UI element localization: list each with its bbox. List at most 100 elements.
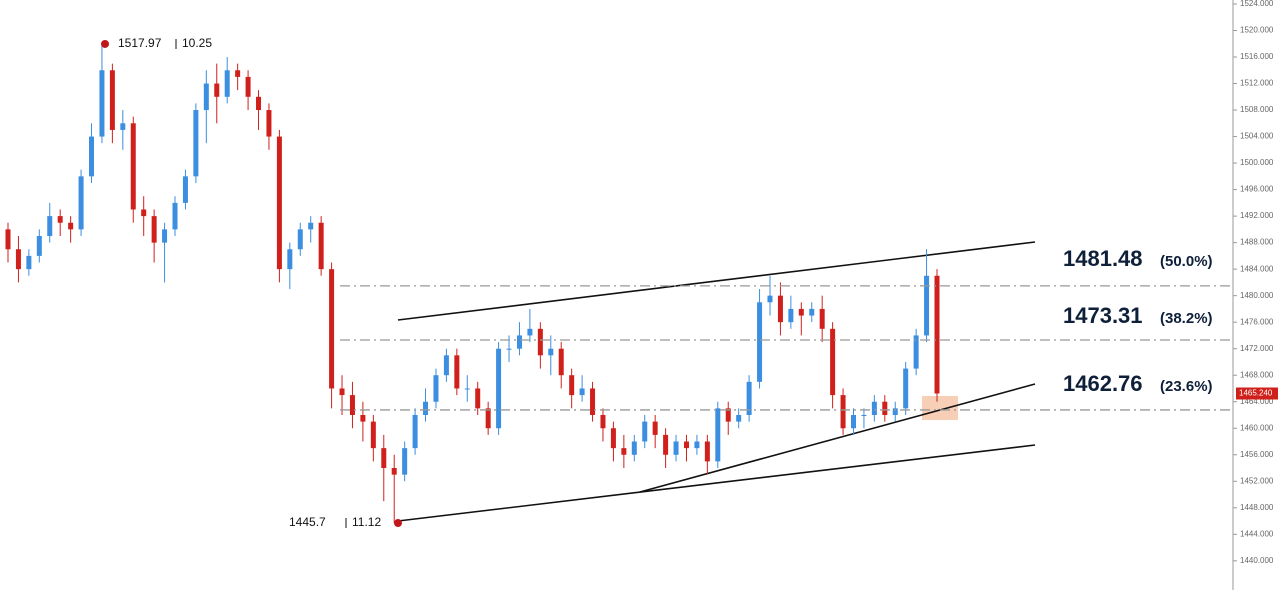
candle-body [569,375,575,396]
y-tick-label: 1500.000 [1240,158,1274,167]
candle-body [631,441,637,455]
candle-body [610,428,616,449]
candle-body [162,229,168,243]
candle-body [47,216,53,236]
candle-body [819,308,825,329]
candle-body [537,328,543,356]
fib-percent: (38.2%) [1160,310,1213,327]
candle-body [809,308,815,316]
candle-body [381,448,387,469]
candle-body [339,388,345,396]
fib-value: 1481.48 [1063,246,1143,271]
y-tick-label: 1492.000 [1240,211,1274,220]
candle-body [318,222,324,270]
y-tick-label: 1452.000 [1240,476,1274,485]
low-marker [394,519,402,528]
candle-body [892,408,898,415]
candle-body [443,355,449,376]
candle-body [78,176,84,230]
candle-body [391,468,397,475]
candle-body [715,408,721,462]
candle-body [329,269,335,389]
candle-body [934,275,940,394]
y-tick-label: 1472.000 [1240,344,1274,353]
candle-body [704,441,710,462]
y-tick-label: 1508.000 [1240,105,1274,114]
candle-body [360,414,366,422]
candle-body [924,275,930,336]
low-note: 11.12 [352,515,381,529]
last-price-tag [1236,387,1278,400]
candle-body [308,222,314,230]
y-tick-label: 1448.000 [1240,503,1274,512]
candle-body [736,414,742,422]
candle-body [777,295,783,323]
candle-body [652,421,658,435]
candle-body [506,348,512,350]
y-tick-label: 1460.000 [1240,423,1274,432]
candle-body [15,249,21,270]
candle-body [141,209,147,217]
fib-value: 1462.76 [1063,371,1143,396]
candle-body [120,123,126,130]
y-tick-label: 1476.000 [1240,317,1274,326]
y-tick-label: 1468.000 [1240,370,1274,379]
y-tick-label: 1520.000 [1240,26,1274,35]
y-tick-label: 1504.000 [1240,132,1274,141]
candle-body [621,448,627,455]
candle-body [245,76,251,97]
candle-body [256,96,262,111]
candle-body [109,70,115,130]
candle-body [903,368,909,409]
candle-body [235,70,241,77]
candle-body [26,255,32,270]
y-tick-label: 1480.000 [1240,291,1274,300]
candle-body [433,375,439,402]
candle-body [349,395,355,415]
candle-body [788,308,794,323]
candle-body [370,421,376,449]
candle-body [214,83,220,97]
candle-body [99,70,105,137]
candle-body [193,110,199,177]
candle-body [798,308,804,316]
candle-body [57,216,63,223]
trend-line [397,241,1036,321]
candle-body [913,335,919,369]
y-tick-label: 1524.000 [1240,0,1274,8]
candle-body [287,249,293,270]
candle-body [464,388,470,390]
y-tick-label: 1456.000 [1240,450,1274,459]
candle-body [600,414,606,429]
candle-body [830,328,836,396]
candle-body [36,236,42,256]
candle-body [579,388,585,396]
y-tick-label: 1444.000 [1240,529,1274,538]
candle-body [412,414,418,449]
candle-body [725,408,731,422]
highlight-box [922,396,958,420]
candle-body [5,229,11,250]
candle-body [882,401,888,415]
y-tick-label: 1484.000 [1240,264,1274,273]
candle-body [558,348,564,376]
candle-body [203,83,209,111]
candle-body [673,441,679,455]
candle-body [694,441,700,449]
candle-body [663,434,669,455]
y-tick-label: 1512.000 [1240,79,1274,88]
fib-percent: (23.6%) [1160,378,1213,395]
y-tick-label: 1464.000 [1240,397,1274,406]
candle-body [516,335,522,349]
candle-body [485,408,491,429]
candle-body [182,176,188,203]
candle-body [527,328,533,336]
candle-body [224,70,230,97]
candle-body [767,295,773,303]
candle-body [642,421,648,442]
candle-body [746,381,752,415]
low-value: 1445.7 [289,515,326,529]
candle-body [590,388,596,415]
